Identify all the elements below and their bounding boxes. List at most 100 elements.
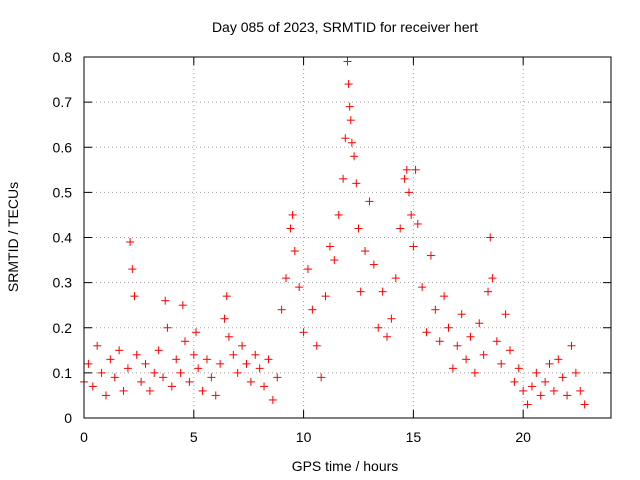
data-point	[378, 287, 387, 296]
data-point	[181, 337, 190, 346]
data-point	[407, 210, 416, 219]
data-point	[178, 301, 187, 310]
data-point	[431, 305, 440, 314]
data-point	[308, 305, 317, 314]
x-tick-label: 20	[515, 429, 531, 445]
data-point	[444, 323, 453, 332]
data-point	[369, 260, 378, 269]
data-point	[545, 359, 554, 368]
data-point	[211, 391, 220, 400]
data-point	[527, 382, 536, 391]
data-point	[202, 355, 211, 364]
data-point	[532, 368, 541, 377]
x-tick-labels: 0 5 10 15 20	[80, 429, 531, 445]
y-tick-label: 0.7	[53, 94, 73, 110]
data-point	[488, 274, 497, 283]
data-point	[150, 368, 159, 377]
x-tick-label: 5	[190, 429, 198, 445]
data-point	[273, 373, 282, 382]
y-tick-labels: 0 0.1 0.2 0.3 0.4 0.5 0.6 0.7 0.8	[53, 49, 73, 426]
data-point	[330, 256, 339, 265]
data-point	[321, 292, 330, 301]
data-point	[110, 373, 119, 382]
data-point	[167, 382, 176, 391]
data-point	[339, 174, 348, 183]
data-point	[383, 332, 392, 341]
data-point	[466, 332, 475, 341]
data-point	[345, 102, 354, 111]
data-point	[334, 210, 343, 219]
data-point	[567, 341, 576, 350]
data-point	[154, 346, 163, 355]
data-point	[510, 377, 519, 386]
data-point	[470, 368, 479, 377]
data-point	[282, 274, 291, 283]
data-point	[246, 377, 255, 386]
x-axis-label: GPS time / hours	[292, 458, 399, 474]
data-point	[303, 265, 312, 274]
data-point	[312, 341, 321, 350]
data-point	[411, 165, 420, 174]
data-point	[119, 386, 128, 395]
data-point	[97, 368, 106, 377]
data-point	[453, 341, 462, 350]
data-point	[128, 265, 137, 274]
data-point	[130, 292, 139, 301]
data-point	[479, 350, 488, 359]
data-point	[346, 116, 355, 125]
data-point	[101, 391, 110, 400]
data-point	[352, 179, 361, 188]
data-point	[207, 373, 216, 382]
data-point	[435, 337, 444, 346]
data-point	[115, 346, 124, 355]
data-point	[576, 386, 585, 395]
data-point	[396, 224, 405, 233]
data-point	[341, 134, 350, 143]
data-point	[317, 373, 326, 382]
data-point	[554, 355, 563, 364]
data-point	[497, 359, 506, 368]
data-point	[106, 355, 115, 364]
y-tick-label: 0	[64, 410, 72, 426]
data-point	[93, 341, 102, 350]
data-point	[229, 350, 238, 359]
data-point	[418, 283, 427, 292]
data-point	[222, 292, 231, 301]
y-axis-label: SRMTID / TECUs	[5, 182, 21, 292]
data-point	[220, 314, 229, 323]
data-point	[123, 364, 132, 373]
data-point	[325, 242, 334, 251]
data-point	[198, 386, 207, 395]
data-points	[80, 57, 589, 409]
data-point	[159, 373, 168, 382]
data-point	[571, 368, 580, 377]
data-point	[514, 364, 523, 373]
data-point	[374, 323, 383, 332]
data-point	[88, 382, 97, 391]
data-point	[356, 287, 365, 296]
data-point	[185, 377, 194, 386]
data-point	[492, 337, 501, 346]
data-point	[400, 174, 409, 183]
plot-frame	[83, 56, 612, 419]
data-point	[558, 373, 567, 382]
data-point	[137, 377, 146, 386]
x-tick-label: 15	[406, 429, 422, 445]
data-point	[541, 377, 550, 386]
data-point	[264, 355, 273, 364]
data-point	[536, 391, 545, 400]
x-tick-label: 0	[80, 429, 88, 445]
data-point	[457, 310, 466, 319]
data-point	[191, 328, 200, 337]
data-point	[391, 274, 400, 283]
data-point	[523, 400, 532, 409]
data-point	[409, 242, 418, 251]
data-point	[126, 238, 135, 247]
data-point	[251, 350, 260, 359]
data-point	[422, 328, 431, 337]
data-point	[440, 292, 449, 301]
x-tick-label: 10	[296, 429, 312, 445]
data-point	[354, 224, 363, 233]
data-point	[268, 395, 277, 404]
y-tick-label: 0.5	[53, 184, 73, 200]
